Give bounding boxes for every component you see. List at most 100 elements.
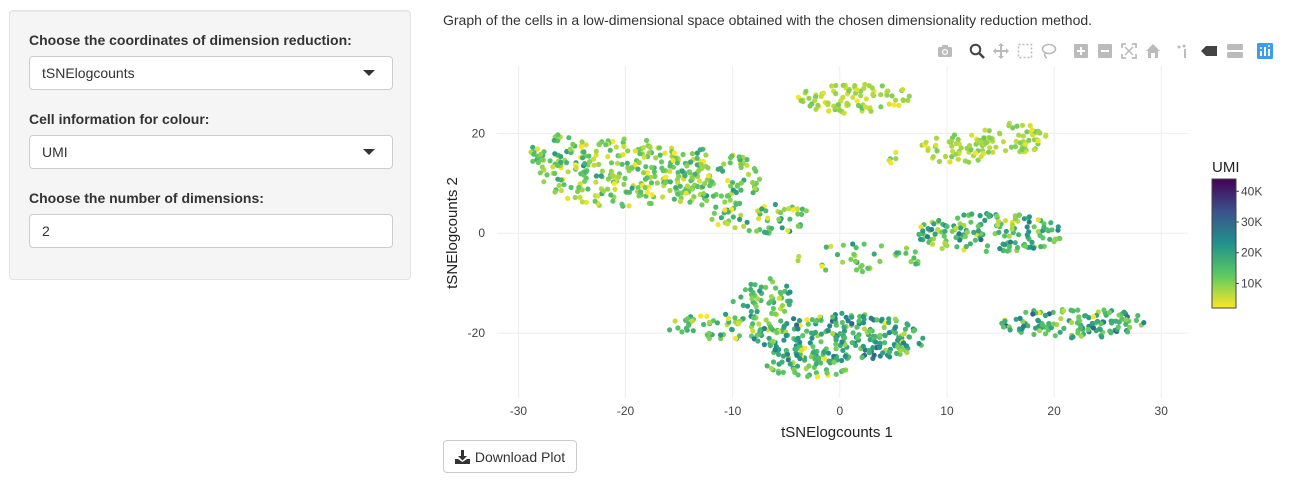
autoscale-icon[interactable] [1120,42,1138,60]
cell-point [787,289,793,295]
cell-point [593,148,599,154]
cell-point [797,356,803,362]
cell-point [833,334,839,340]
cell-point [1017,140,1023,146]
download-plot-button[interactable]: Download Plot [443,440,577,473]
cell-point [803,88,809,94]
cell-point [848,256,854,262]
cell-point [699,202,705,208]
cell-point [680,151,686,158]
zoom-out-icon[interactable] [1096,42,1114,60]
cell-point [582,161,588,167]
cell-point [910,328,917,334]
cell-point [750,290,756,296]
cell-point [1061,325,1067,331]
pan-icon[interactable] [992,42,1010,60]
cell-point [1035,229,1041,235]
cell-point [983,140,989,146]
cell-point [879,83,885,89]
cell-point [703,152,709,158]
cell-point [541,179,547,185]
sidebar-panel: Choose the coordinates of dimension redu… [9,10,411,280]
cell-point [853,267,860,273]
cell-point [636,159,642,166]
cell-point [1106,309,1113,316]
cell-point [781,206,787,212]
cell-point [1003,228,1009,234]
cell-point [873,339,879,345]
zoom-in-icon[interactable] [1072,42,1090,60]
cell-point [996,229,1002,235]
camera-icon[interactable] [936,42,954,60]
cell-point [636,193,642,199]
cell-point [1040,235,1046,241]
cell-point [1052,333,1058,339]
cell-point [856,318,862,324]
hover-closest-icon[interactable] [1200,42,1218,60]
cell-point [764,363,770,369]
cell-point [753,303,759,310]
cell-point [611,181,617,187]
lasso-select-icon[interactable] [1040,42,1058,60]
colour-select[interactable]: UMI [29,135,393,169]
cell-point [750,328,756,334]
cell-point [1108,330,1114,336]
reset-axes-icon[interactable] [1144,42,1162,60]
cell-point [983,248,989,254]
cell-point [833,91,839,97]
cell-point [547,158,553,164]
cell-point [697,147,703,153]
scatter-points [528,81,1147,380]
cell-point [949,143,955,149]
cell-point [933,142,939,148]
cell-point [1029,239,1035,245]
box-select-icon[interactable] [1016,42,1034,60]
coordinates-select[interactable]: tSNElogcounts [29,56,393,90]
cell-point [632,148,638,154]
dimensions-input[interactable]: 2 [29,214,393,248]
cell-point [843,314,849,320]
cell-point [732,315,738,321]
cell-point [730,298,736,305]
cell-point [555,176,561,182]
cell-point [696,178,703,184]
cell-point [1135,313,1141,319]
cell-point [841,335,848,341]
cell-point [696,168,702,174]
cell-point [882,333,888,339]
zoom-icon[interactable] [968,42,986,60]
cell-point [936,217,942,224]
colorbar-tick-label: 20K [1241,246,1262,260]
cell-point [862,104,869,110]
x-tick-label: 0 [836,404,843,418]
cell-point [799,206,805,212]
cell-point [893,149,899,155]
cell-point [840,347,846,353]
cell-point [839,339,845,345]
cell-point [624,160,630,166]
cell-point [646,150,652,156]
cell-point [839,319,845,326]
hover-compare-icon[interactable] [1226,42,1244,60]
cell-point [814,374,821,380]
spike-lines-icon[interactable] [1174,42,1192,60]
cell-point [963,243,969,250]
cell-point [1022,141,1028,147]
plotly-logo-icon[interactable] [1256,42,1274,60]
cell-point [881,324,887,331]
cell-point [1121,309,1127,315]
cell-point [539,157,545,163]
cell-point [1043,132,1049,138]
cell-point [874,317,880,323]
cell-point [930,154,936,160]
cell-point [1123,321,1129,327]
cell-point [897,348,903,354]
cell-point [911,255,917,261]
cell-point [605,186,611,192]
cell-point [1040,322,1046,328]
plot-description: Graph of the cells in a low-dimensional … [443,12,1093,28]
cell-point [985,149,992,155]
cell-point [818,317,824,323]
cell-point [709,216,715,222]
